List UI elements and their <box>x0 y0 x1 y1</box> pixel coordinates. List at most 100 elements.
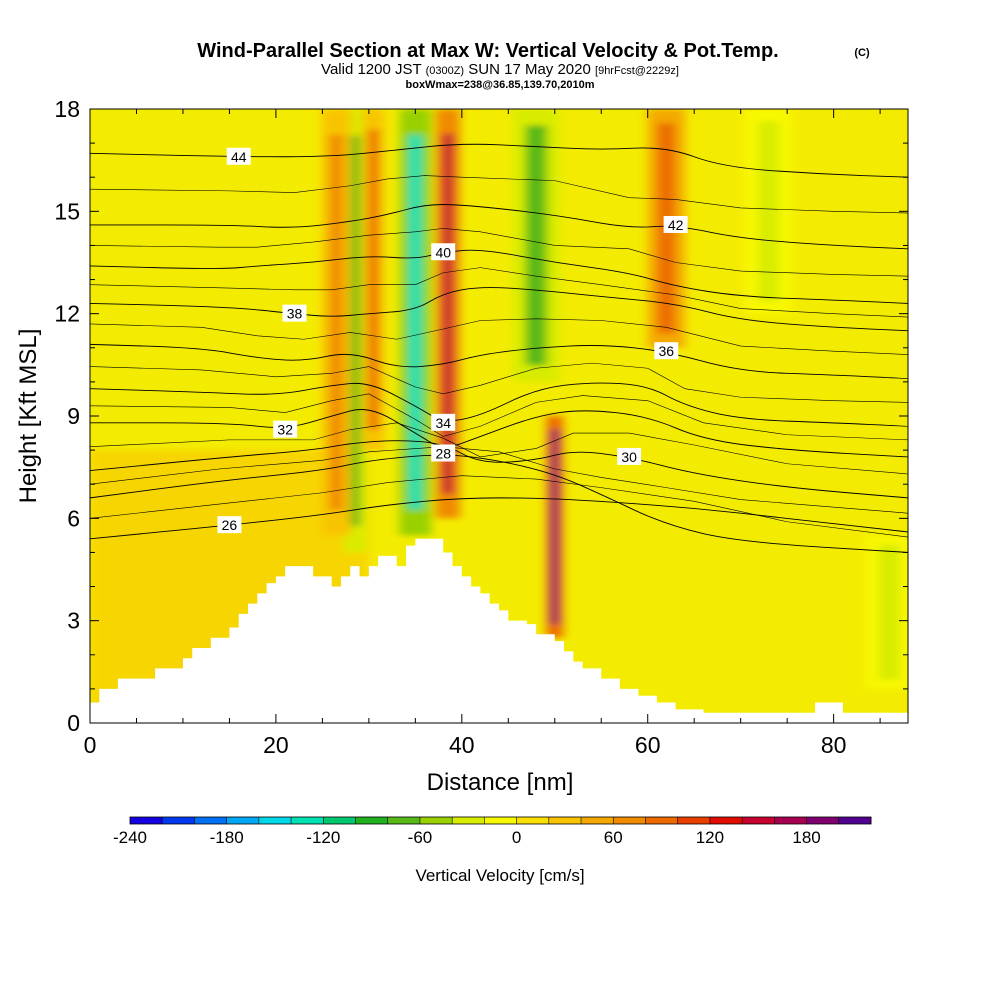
theta-contour-labels: 26 28 30 32 34 36 38 40 42 44 <box>217 147 688 534</box>
colorbar-swatch <box>774 817 808 824</box>
y-tick-label: 12 <box>54 301 80 327</box>
subtitle-prefix: Valid 1200 JST <box>321 61 421 78</box>
theta-contour-label-36: 36 <box>654 342 679 360</box>
svg-text:44: 44 <box>231 149 247 165</box>
chart-subtitle: Valid 1200 JST (0300Z) SUN 17 May 2020 [… <box>321 61 679 78</box>
theta-contour-44 <box>90 143 908 178</box>
theta-contour-label-44: 44 <box>226 147 251 165</box>
theta-contour-36 <box>90 343 908 379</box>
y-tick-label: 15 <box>54 198 80 224</box>
colorbar-tick-label: 60 <box>604 828 623 847</box>
y-axis-label: Height [Kft MSL] <box>15 329 42 504</box>
colorbar-tick-label: 180 <box>792 828 820 847</box>
colorbar-swatch <box>709 817 743 824</box>
x-tick-label: 0 <box>84 732 97 758</box>
downdraft-band-core-3 <box>758 121 780 302</box>
colorbar-swatch <box>645 817 679 824</box>
colorbar-tick-label: -120 <box>306 828 340 847</box>
svg-text:28: 28 <box>435 446 451 462</box>
subtitle-forecast: [9hrFcst@2229z] <box>595 65 679 77</box>
y-tick-label: 6 <box>67 505 80 531</box>
colorbar-swatch <box>677 817 711 824</box>
y-tick-label: 0 <box>67 710 80 736</box>
plot-area: 26 28 30 32 34 36 38 40 42 44 <box>90 109 908 723</box>
theta-contour-label-26: 26 <box>217 516 242 534</box>
colorbar-swatch <box>484 817 518 824</box>
downdraft-band-core-1 <box>408 134 423 510</box>
svg-text:42: 42 <box>668 217 684 233</box>
theta-contour-label-38: 38 <box>282 304 307 322</box>
terrain-mask <box>90 538 908 723</box>
updraft-band-core-1 <box>368 129 379 430</box>
theta-contour-intermediate <box>90 228 908 277</box>
colorbar-tick-label: 0 <box>512 828 521 847</box>
colorbar-swatch <box>742 817 775 824</box>
colorbar-swatch <box>258 817 292 824</box>
theta-contour-intermediate <box>90 267 908 318</box>
x-tick-label: 20 <box>263 732 289 758</box>
colorbar-swatch <box>452 817 485 824</box>
updraft-band-core-3 <box>551 429 559 625</box>
colorbar-swatch <box>838 817 872 824</box>
colorbar-swatch <box>419 817 453 824</box>
theta-contour-38 <box>90 287 908 332</box>
colorbar-swatch <box>226 817 260 824</box>
x-tick-label: 40 <box>449 732 475 758</box>
theta-contour-intermediate <box>90 446 908 514</box>
theta-contour-intermediate <box>90 393 908 441</box>
x-tick-label: 60 <box>635 732 661 758</box>
colorbar: -240 -180 -120 -60 0 60 120 180 <box>113 816 872 847</box>
theta-contour-intermediate <box>90 475 908 538</box>
theta-contour-label-32: 32 <box>273 420 298 438</box>
theta-contour-32 <box>90 409 908 458</box>
subtitle-utc: (0300Z) <box>426 65 465 77</box>
theta-contour-42 <box>90 204 908 250</box>
chart-title: Wind-Parallel Section at Max W: Vertical… <box>197 40 778 62</box>
colorbar-swatch <box>291 817 324 824</box>
theta-contour-40 <box>90 249 908 304</box>
y-tick-label: 18 <box>54 96 80 122</box>
downdraft-band-core-0 <box>349 135 360 526</box>
updraft-band-core-2 <box>442 133 454 494</box>
colorbar-swatch <box>130 817 163 824</box>
colorbar-frame <box>129 816 872 825</box>
colorbar-swatch <box>806 817 840 824</box>
colorbar-tick-label: 120 <box>696 828 724 847</box>
theta-contour-intermediate <box>90 362 908 403</box>
theta-contour-30 <box>90 440 908 499</box>
theta-contour-label-28: 28 <box>431 444 456 462</box>
subtitle-date: SUN 17 May 2020 <box>468 61 591 78</box>
colorbar-swatch <box>355 817 389 824</box>
theta-contour-intermediate <box>90 318 908 355</box>
theta-contour-34 <box>90 382 908 427</box>
svg-text:26: 26 <box>222 517 238 533</box>
theta-contour-label-42: 42 <box>663 215 688 233</box>
theta-contour-intermediate <box>90 422 908 475</box>
theta-contour-intermediate <box>90 175 908 214</box>
colorbar-swatch <box>194 817 228 824</box>
colorbar-swatch <box>387 817 421 824</box>
theta-contour-label-40: 40 <box>431 243 456 261</box>
colorbar-swatch <box>548 817 582 824</box>
chart-subtitle-2: boxWmax=238@36.85,139.70,2010m <box>406 79 595 91</box>
copyright-mark: (C) <box>854 47 870 59</box>
colorbar-tick-label: -240 <box>113 828 147 847</box>
y-tick-label: 3 <box>67 608 80 634</box>
svg-text:36: 36 <box>659 343 675 359</box>
theta-contour-label-34: 34 <box>431 413 456 431</box>
svg-text:32: 32 <box>277 422 293 438</box>
y-tick-label: 9 <box>67 403 80 429</box>
svg-text:30: 30 <box>621 449 637 465</box>
x-axis-label: Distance [nm] <box>427 769 574 796</box>
colorbar-tick-label: -60 <box>408 828 433 847</box>
colorbar-tick-label: -180 <box>210 828 244 847</box>
colorbar-swatch <box>162 817 195 824</box>
colorbar-swatch <box>613 817 646 824</box>
svg-text:40: 40 <box>435 244 451 260</box>
downdraft-band-core-2 <box>525 125 547 366</box>
theta-contours <box>90 143 908 553</box>
x-tick-label: 80 <box>821 732 847 758</box>
svg-text:34: 34 <box>435 415 451 431</box>
updraft-band-core-0 <box>329 134 344 510</box>
